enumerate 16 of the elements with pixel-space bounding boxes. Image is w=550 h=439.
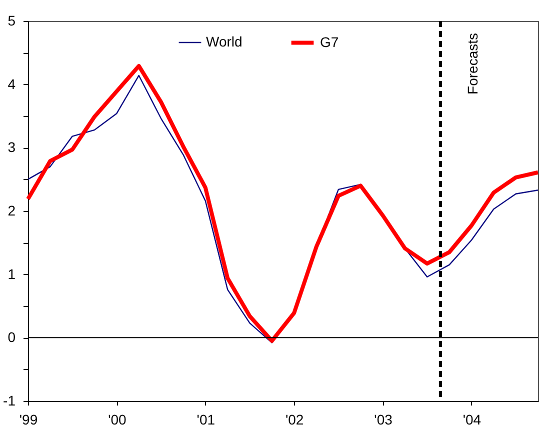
y-tick-label: 0 xyxy=(8,329,16,346)
y-tick-label: 4 xyxy=(8,76,16,92)
x-tick-label: '01 xyxy=(196,412,216,428)
y-tick-label: 3 xyxy=(8,139,16,156)
ref-line-label: Forecasts xyxy=(464,33,480,94)
y-tick-label: 2 xyxy=(8,202,16,218)
y-tick-label: 1 xyxy=(8,266,16,282)
x-tick-label: '00 xyxy=(108,412,127,428)
legend-label: World xyxy=(206,34,242,50)
legend-label: G7 xyxy=(320,34,339,50)
x-tick-label: '02 xyxy=(285,412,304,428)
y-tick-label: 5 xyxy=(8,12,16,28)
y-tick-label: -1 xyxy=(3,392,16,408)
x-tick-label: '04 xyxy=(462,412,482,428)
x-tick-label: '99 xyxy=(19,412,38,428)
x-tick-label: '03 xyxy=(374,412,393,428)
